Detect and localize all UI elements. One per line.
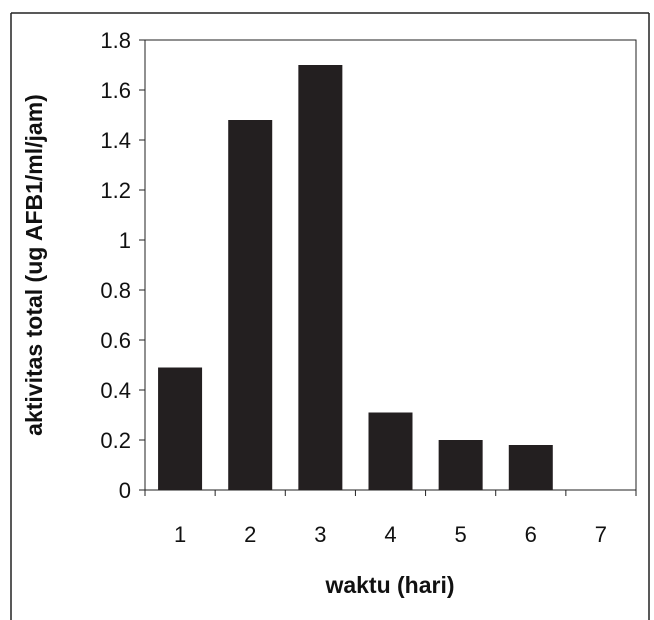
y-tick-label: 1.8	[100, 28, 131, 53]
bar-day-5	[439, 440, 483, 490]
bar-day-2	[228, 120, 272, 490]
y-tick-label: 0.2	[100, 428, 131, 453]
bar-day-1	[158, 368, 202, 491]
y-ticks: 0 0.2 0.4 0.6 0.8 1 1.2 1.4 1.6 1.8	[100, 28, 145, 503]
y-tick-label: 0.8	[100, 278, 131, 303]
y-tick-label: 0.6	[100, 328, 131, 353]
bar-day-4	[369, 413, 413, 491]
x-tick-label: 1	[174, 522, 186, 547]
x-tick-label: 4	[384, 522, 396, 547]
y-axis-title: aktivitas total (ug AFB1/ml/jam)	[21, 94, 47, 436]
x-axis-title: waktu (hari)	[324, 572, 454, 598]
x-tick-label: 3	[314, 522, 326, 547]
x-tick-label: 7	[595, 522, 607, 547]
y-tick-label: 1.4	[100, 128, 131, 153]
x-ticks: 1 2 3 4 5 6 7	[145, 490, 636, 547]
y-tick-label: 0	[119, 478, 131, 503]
bar-day-6	[509, 445, 553, 490]
y-tick-label: 1.2	[100, 178, 131, 203]
x-tick-label: 6	[525, 522, 537, 547]
x-tick-label: 2	[244, 522, 256, 547]
x-tick-label: 5	[455, 522, 467, 547]
y-tick-label: 0.4	[100, 378, 131, 403]
bars	[158, 65, 553, 490]
y-tick-label: 1.6	[100, 78, 131, 103]
bar-day-3	[298, 65, 342, 490]
y-tick-label: 1	[119, 228, 131, 253]
